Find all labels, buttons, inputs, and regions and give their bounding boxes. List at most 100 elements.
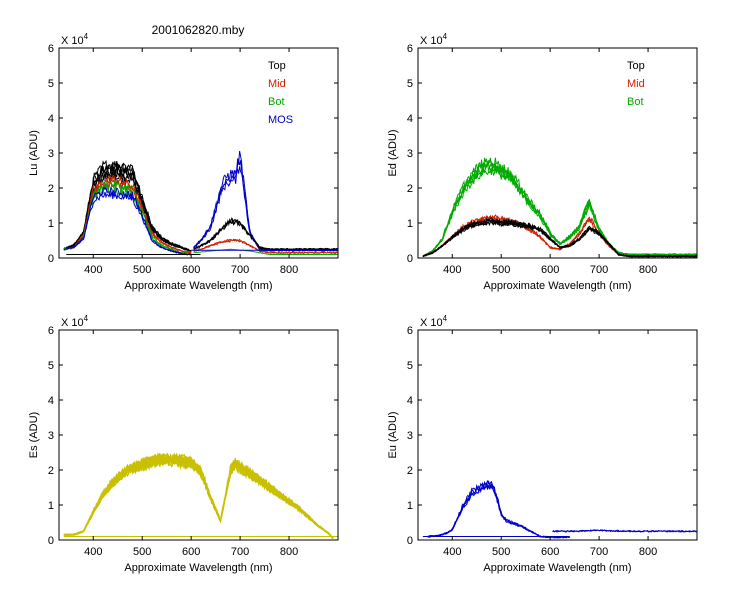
series-line-mid bbox=[422, 216, 697, 258]
plot-frame bbox=[58, 47, 339, 259]
x-axis-label: Approximate Wavelength (nm) bbox=[483, 562, 631, 574]
series-line-eu bbox=[427, 482, 570, 539]
series-line-es bbox=[63, 452, 334, 540]
eu-panel: 400 500 600 700 800 0 1 2 3 4 5 6 X 104 Approximate W… bbox=[387, 314, 698, 574]
series-group bbox=[422, 157, 697, 258]
x-axis-label: Approximate Wavelength (nm) bbox=[124, 280, 272, 292]
legend-entry-bot: Bot bbox=[627, 96, 644, 108]
x-axis-label: Approximate Wavelength (nm) bbox=[483, 280, 631, 292]
plot-frame bbox=[417, 47, 698, 259]
x-tick-label: 600 bbox=[182, 546, 200, 558]
y-axis-label: Es (ADU) bbox=[28, 412, 40, 458]
series-line-top bbox=[422, 216, 697, 258]
legend-entry-mos: MOS bbox=[268, 114, 293, 126]
legend-entry-mid: Mid bbox=[268, 78, 286, 90]
series-line-top bbox=[63, 159, 192, 252]
y-axis-label: Lu (ADU) bbox=[28, 130, 40, 176]
y-tick-label: 5 bbox=[407, 78, 413, 90]
y-tick-label: 3 bbox=[48, 430, 54, 442]
series-line-mid bbox=[422, 214, 697, 258]
y-tick-label: 1 bbox=[48, 500, 54, 512]
y-tick-label: 2 bbox=[48, 465, 54, 477]
y-exponent-label: X 104 bbox=[420, 314, 448, 329]
y-tick-label: 6 bbox=[407, 43, 413, 55]
y-tick-label: 5 bbox=[48, 78, 54, 90]
x-tick-label: 400 bbox=[443, 546, 461, 558]
lu-panel: 400 500 600 700 800 0 1 2 3 4 5 6 X 104 Approximate W… bbox=[28, 32, 339, 292]
y-tick-label: 2 bbox=[407, 183, 413, 195]
x-tick-label: 600 bbox=[541, 546, 559, 558]
y-axis-label: Ed (ADU) bbox=[387, 129, 399, 176]
y-axis-label: Eu (ADU) bbox=[387, 411, 399, 458]
series-line-top bbox=[193, 217, 338, 251]
plot-frame bbox=[417, 329, 698, 541]
y-exponent-power: 4 bbox=[443, 314, 448, 323]
series-group bbox=[63, 150, 338, 256]
x-tick-label: 700 bbox=[231, 264, 249, 276]
series-line-bot bbox=[422, 157, 697, 257]
x-tick-label: 500 bbox=[133, 264, 151, 276]
legend-entry-bot: Bot bbox=[268, 96, 285, 108]
x-tick-label: 400 bbox=[443, 264, 461, 276]
series-line-mid bbox=[422, 214, 697, 258]
y-tick-label: 1 bbox=[407, 500, 413, 512]
x-tick-label: 500 bbox=[492, 546, 510, 558]
x-tick-label: 700 bbox=[590, 264, 608, 276]
x-tick-label: 400 bbox=[84, 264, 102, 276]
y-tick-label: 1 bbox=[407, 218, 413, 230]
x-tick-label: 800 bbox=[639, 546, 657, 558]
series-line-eu bbox=[427, 480, 570, 539]
x-tick-label: 600 bbox=[182, 264, 200, 276]
x-tick-label: 700 bbox=[231, 546, 249, 558]
x-tick-label: 600 bbox=[541, 264, 559, 276]
series-line-mid bbox=[63, 176, 192, 254]
legend-entry-mid: Mid bbox=[627, 78, 645, 90]
y-tick-label: 4 bbox=[48, 113, 54, 125]
y-tick-label: 0 bbox=[48, 253, 54, 265]
y-tick-label: 6 bbox=[48, 325, 54, 337]
legend-entry-top: Top bbox=[627, 60, 645, 72]
ed-panel: 400 500 600 700 800 0 1 2 3 4 5 6 X 104 Approximate W… bbox=[387, 32, 698, 292]
x-tick-label: 800 bbox=[280, 264, 298, 276]
series-group bbox=[63, 452, 338, 540]
series-line-baseline bbox=[552, 529, 697, 533]
x-tick-label: 500 bbox=[492, 264, 510, 276]
series-line-top bbox=[422, 218, 697, 258]
x-tick-label: 800 bbox=[639, 264, 657, 276]
series-line-mos bbox=[63, 186, 192, 256]
x-tick-label: 400 bbox=[84, 546, 102, 558]
figure-title: 2001062820.mby bbox=[152, 23, 245, 37]
legend-entry-top: Top bbox=[268, 60, 286, 72]
y-tick-label: 4 bbox=[407, 395, 413, 407]
y-tick-label: 1 bbox=[48, 218, 54, 230]
y-tick-label: 5 bbox=[48, 360, 54, 372]
y-exponent-label: X 104 bbox=[61, 314, 89, 329]
series-line-bot bbox=[63, 180, 192, 255]
x-tick-label: 700 bbox=[590, 546, 608, 558]
x-tick-label: 800 bbox=[280, 546, 298, 558]
y-tick-label: 2 bbox=[48, 183, 54, 195]
y-tick-label: 4 bbox=[48, 395, 54, 407]
y-tick-label: 3 bbox=[48, 148, 54, 160]
series-line-top bbox=[422, 218, 697, 258]
y-tick-label: 0 bbox=[407, 253, 413, 265]
series-line-mid bbox=[193, 238, 338, 254]
y-tick-label: 2 bbox=[407, 465, 413, 477]
y-tick-label: 3 bbox=[407, 148, 413, 160]
y-tick-label: 0 bbox=[48, 535, 54, 547]
x-axis-label: Approximate Wavelength (nm) bbox=[124, 562, 272, 574]
y-tick-label: 3 bbox=[407, 430, 413, 442]
y-tick-label: 6 bbox=[407, 325, 413, 337]
y-tick-label: 0 bbox=[407, 535, 413, 547]
x-tick-label: 500 bbox=[133, 546, 151, 558]
series-line-eu bbox=[427, 480, 571, 539]
y-exponent-label: X 104 bbox=[420, 32, 448, 47]
y-exponent-power: 4 bbox=[84, 32, 89, 41]
y-exponent-label: X 104 bbox=[61, 32, 89, 47]
y-exponent-power: 4 bbox=[443, 32, 448, 41]
es-panel: 400 500 600 700 800 0 1 2 3 4 5 6 X 104 Approximate W… bbox=[28, 314, 339, 574]
y-tick-label: 5 bbox=[407, 360, 413, 372]
y-exponent-power: 4 bbox=[84, 314, 89, 323]
y-tick-label: 4 bbox=[407, 113, 413, 125]
